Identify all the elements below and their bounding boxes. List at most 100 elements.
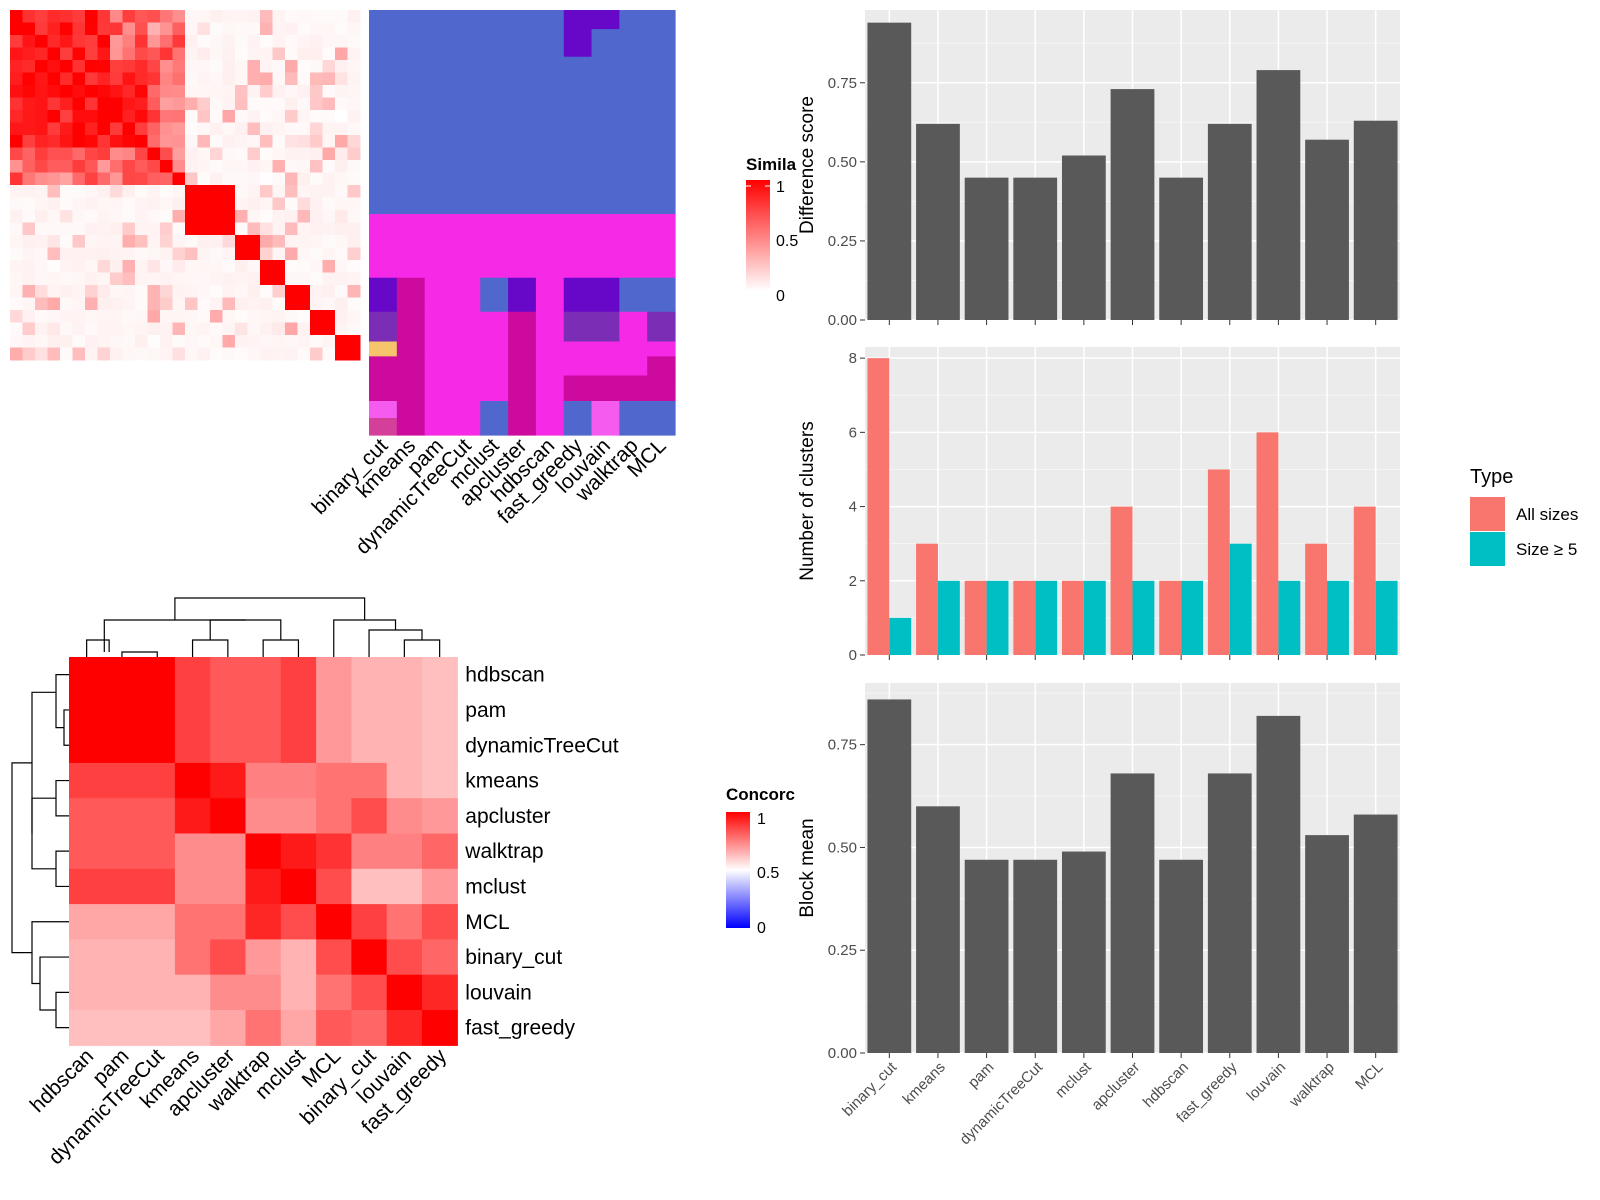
- similarity-cell: [147, 60, 161, 73]
- similarity-cell: [22, 235, 36, 248]
- cluster-cell: [396, 418, 426, 436]
- similarity-cell: [235, 172, 248, 186]
- bar: [916, 123, 960, 320]
- similarity-cell: [85, 310, 98, 323]
- similarity-cell: [335, 60, 348, 73]
- similarity-cell: [147, 35, 161, 48]
- concordance-dendrogram: [11, 597, 441, 1029]
- similarity-cell: [172, 247, 186, 261]
- similarity-cell: [10, 272, 23, 286]
- concordance-row-label: hdbscan: [465, 664, 544, 687]
- similarity-cell: [110, 85, 123, 98]
- cluster-cell: [535, 29, 565, 58]
- similarity-cell: [335, 35, 348, 48]
- cluster-cell: [369, 375, 398, 402]
- similarity-cell: [110, 122, 123, 136]
- similarity-cell: [260, 347, 273, 361]
- dendrogram-branch: [55, 674, 69, 729]
- similarity-cell: [197, 22, 211, 36]
- similarity-cell: [247, 297, 261, 311]
- similarity-cell: [160, 22, 173, 36]
- similarity-cell: [247, 22, 261, 36]
- similarity-cell: [47, 222, 61, 236]
- similarity-cell: [197, 235, 211, 248]
- x-tick-label: pam: [965, 1059, 998, 1092]
- similarity-cell: [147, 160, 161, 173]
- similarity-cell: [135, 172, 148, 186]
- concordance-cell: [386, 762, 423, 799]
- similarity-cell: [335, 322, 348, 336]
- similarity-cell: [322, 335, 336, 348]
- similarity-cell: [210, 197, 223, 211]
- similarity-cell: [247, 72, 261, 86]
- similarity-cell: [185, 172, 198, 186]
- similarity-cell: [247, 85, 261, 98]
- type-legend-title: Type: [1470, 466, 1513, 488]
- bar: [1256, 70, 1301, 320]
- similarity-cell: [335, 22, 348, 36]
- x-tick-label: kmeans: [900, 1059, 949, 1108]
- similarity-cell: [72, 285, 86, 298]
- similarity-cell: [197, 147, 211, 161]
- concordance-cell: [280, 692, 317, 729]
- concordance-cell: [351, 762, 388, 799]
- concordance-cell: [422, 692, 458, 729]
- similarity-cell: [47, 247, 61, 261]
- similarity-legend: Simila 1 0.5 0: [746, 155, 798, 305]
- similarity-cell: [122, 347, 136, 361]
- similarity-cell: [10, 197, 23, 211]
- cluster-cell: [480, 418, 509, 436]
- similarity-cell: [222, 285, 236, 298]
- similarity-cell: [260, 160, 273, 173]
- concordance-cell: [104, 762, 141, 799]
- similarity-legend-title: Simila: [746, 155, 797, 174]
- similarity-cell: [347, 10, 361, 23]
- concordance-cell: [104, 974, 141, 1011]
- similarity-cell: [97, 310, 111, 323]
- similarity-cell: [322, 347, 336, 361]
- similarity-cell: [347, 285, 361, 298]
- similarity-cell: [160, 72, 173, 86]
- similarity-cell: [60, 185, 73, 198]
- similarity-cell: [135, 222, 148, 236]
- similarity-cell: [147, 172, 161, 186]
- similarity-cell: [322, 60, 336, 73]
- similarity-cell: [172, 285, 186, 298]
- similarity-cell: [235, 297, 248, 311]
- similarity-cell: [47, 60, 61, 73]
- similarity-cell: [122, 247, 136, 261]
- similarity-cell: [285, 197, 298, 211]
- similarity-cell: [47, 47, 61, 61]
- similarity-cell: [35, 222, 48, 236]
- similarity-cell: [47, 35, 61, 48]
- cluster-cell: [535, 311, 565, 343]
- similarity-cell: [110, 185, 123, 198]
- concordance-cell: [245, 762, 282, 799]
- similarity-cell: [335, 72, 348, 86]
- concordance-cell: [69, 1010, 105, 1046]
- dendrogram-branch: [368, 629, 423, 657]
- similarity-cell: [322, 210, 336, 223]
- dendrogram-branch: [86, 639, 110, 657]
- similarity-cell: [47, 10, 61, 23]
- similarity-cell: [197, 322, 211, 336]
- similarity-cell: [10, 210, 23, 223]
- bar-all-sizes: [916, 543, 938, 655]
- similarity-cell: [285, 247, 298, 261]
- similarity-cell: [35, 260, 48, 273]
- similarity-cell: [210, 97, 223, 111]
- similarity-cell: [272, 60, 286, 73]
- similarity-cell: [285, 222, 298, 236]
- cluster-cell: [647, 401, 676, 419]
- similarity-cell: [172, 322, 186, 336]
- similarity-cell: [110, 272, 123, 286]
- similarity-cell: [10, 35, 23, 48]
- cluster-cell: [452, 341, 481, 357]
- similarity-cell: [347, 297, 361, 311]
- concordance-row-label: binary_cut: [465, 946, 562, 969]
- similarity-cell: [297, 222, 311, 236]
- concordance-cell: [351, 798, 388, 835]
- concordance-cell: [139, 904, 176, 940]
- cluster-cell: [535, 214, 565, 279]
- similarity-cell: [72, 72, 86, 86]
